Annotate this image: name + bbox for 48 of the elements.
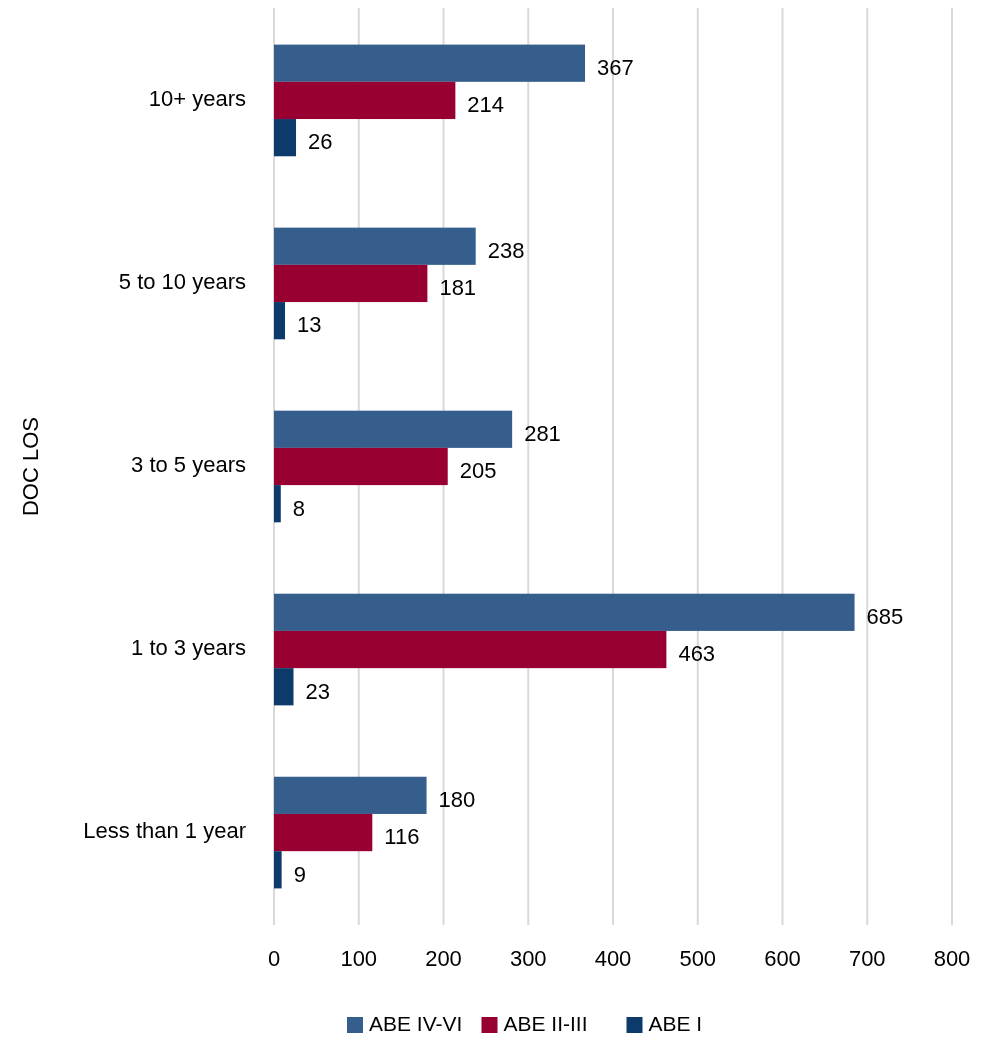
bar	[274, 119, 297, 157]
data-label: 9	[293, 861, 306, 887]
data-label: 214	[467, 92, 505, 118]
bar	[274, 302, 286, 340]
bar	[274, 630, 667, 669]
bar	[274, 485, 281, 523]
bar	[274, 227, 476, 265]
x-tick-label: 200	[425, 946, 462, 971]
bar	[274, 264, 428, 303]
y-tick-label: Less than 1 year	[83, 818, 246, 844]
x-tick-label: 700	[848, 946, 886, 971]
data-label: 8	[292, 495, 306, 521]
legend-label: ABE II-III	[503, 1011, 588, 1035]
y-tick-label: 3 to 5 years	[131, 452, 246, 478]
x-tick-label: 600	[764, 946, 801, 971]
data-label: 13	[297, 312, 322, 338]
bar	[274, 668, 294, 706]
bar	[274, 410, 513, 448]
x-tick-label: 300	[509, 946, 547, 971]
y-axis-title: DOC LOS	[18, 416, 43, 517]
data-label: 238	[487, 238, 525, 264]
x-tick-label: 800	[933, 946, 971, 971]
data-label: 281	[524, 421, 561, 447]
legend-label: ABE I	[648, 1011, 703, 1035]
bar	[274, 81, 456, 120]
x-tick-label: 100	[340, 946, 378, 971]
bar	[274, 851, 282, 889]
y-tick-label: 10+ years	[148, 86, 246, 112]
bar	[274, 44, 586, 82]
x-tick-label: 400	[594, 946, 632, 971]
data-label: 26	[308, 129, 333, 155]
data-label: 367	[597, 55, 634, 81]
data-label: 463	[678, 641, 716, 667]
legend-label: ABE IV-VI	[369, 1011, 463, 1035]
data-label: 685	[866, 604, 904, 630]
y-tick-label: 1 to 3 years	[131, 635, 246, 661]
data-label: 116	[384, 824, 420, 850]
x-tick-label: 500	[679, 946, 717, 971]
data-label: 180	[438, 787, 476, 813]
data-label: 23	[305, 678, 330, 704]
bar	[274, 593, 855, 631]
bar	[274, 447, 448, 486]
x-tick-label: 0	[267, 946, 281, 971]
bar	[274, 776, 427, 814]
y-tick-label: 5 to 10 years	[118, 269, 246, 295]
bar	[274, 813, 373, 852]
data-label: 205	[459, 458, 497, 484]
data-label: 181	[439, 275, 477, 301]
